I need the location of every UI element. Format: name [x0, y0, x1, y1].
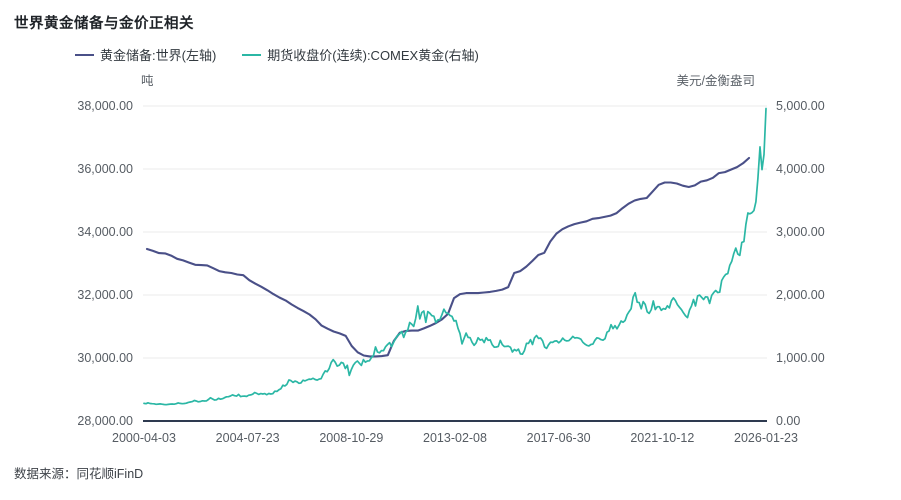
y-axis-tick-label: 1,000.00 [776, 351, 825, 365]
y-axis-tick-label: 36,000.00 [77, 162, 133, 176]
y-axis-tick-label: 4,000.00 [776, 162, 825, 176]
y-axis-tick-label: 2,000.00 [776, 288, 825, 302]
reserves-line [145, 156, 751, 358]
legend-item-reserves[interactable]: 黄金储备:世界(左轴) [75, 45, 216, 64]
legend-label-price: 期货收盘价(连续):COMEX黄金(右轴) [267, 48, 479, 63]
y-axis-tick-label: 30,000.00 [77, 351, 133, 365]
y-axis-tick-label: 32,000.00 [77, 288, 133, 302]
x-axis-tick-label: 2004-07-23 [215, 431, 280, 445]
price-line-swatch-icon [242, 53, 262, 56]
legend-item-price[interactable]: 期货收盘价(连续):COMEX黄金(右轴) [242, 45, 479, 64]
y-axis-tick-label: 3,000.00 [776, 225, 825, 239]
y-axis-tick-label: 28,000.00 [77, 414, 133, 428]
y-axis-tick-label: 0.00 [776, 414, 801, 428]
left-axis-unit: 吨 [141, 74, 154, 88]
y-axis-tick-label: 38,000.00 [77, 99, 133, 113]
x-axis-tick-label: 2017-06-30 [526, 431, 591, 445]
chart-title: 世界黄金储备与金价正相关 [14, 16, 194, 32]
y-axis-tick-label: 5,000.00 [776, 99, 825, 113]
x-axis-tick-label: 2026-01-23 [734, 431, 798, 445]
price-line [143, 107, 767, 406]
legend: 黄金储备:世界(左轴) 期货收盘价(连续):COMEX黄金(右轴) [75, 45, 479, 64]
source-note: 数据来源：同花顺iFinD [14, 467, 144, 481]
x-axis-tick-label: 2008-10-29 [319, 431, 384, 445]
x-axis-tick-label: 2021-10-12 [630, 431, 695, 445]
x-axis-tick-label: 2000-04-03 [112, 431, 176, 445]
reserves-line-swatch-icon [75, 53, 94, 56]
legend-label-reserves: 黄金储备:世界(左轴) [100, 48, 217, 63]
x-axis-tick-label: 2013-02-08 [423, 431, 487, 445]
right-axis-unit: 美元/金衡盎司 [676, 74, 755, 88]
y-axis-tick-label: 34,000.00 [77, 225, 133, 239]
